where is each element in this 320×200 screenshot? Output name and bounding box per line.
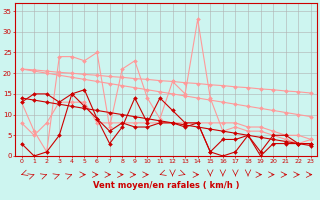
X-axis label: Vent moyen/en rafales ( km/h ): Vent moyen/en rafales ( km/h ) [93,181,239,190]
